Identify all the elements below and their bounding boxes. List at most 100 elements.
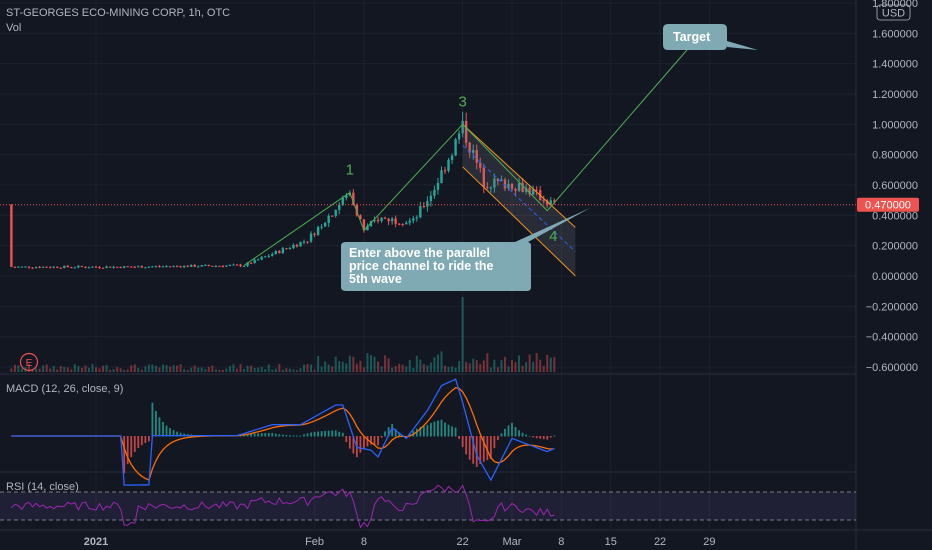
volume-bars [10, 297, 556, 372]
macd-histogram-bar [370, 436, 372, 445]
volume-bar [514, 362, 517, 372]
time-tick-label: 29 [703, 536, 715, 548]
candle-body [320, 226, 323, 228]
macd-histogram-bar [377, 436, 379, 446]
macd-histogram-bar [514, 427, 517, 437]
candle-body [341, 197, 344, 205]
events-badge-ring [19, 352, 39, 372]
candle-body [175, 265, 179, 267]
volume-bar [500, 360, 503, 372]
elliott-wave-lines[interactable] [243, 48, 689, 266]
candle-body [77, 265, 80, 268]
candle-body [94, 266, 98, 268]
price-axis[interactable]: 1.8000001.6000001.4000001.2000001.000000… [866, 0, 918, 374]
macd-histogram-bar [267, 432, 270, 437]
volume-bar [221, 369, 224, 372]
macd-histogram-bar [341, 432, 344, 437]
volume-bar [137, 367, 140, 372]
candle-body [288, 247, 292, 249]
candle-body [334, 209, 337, 216]
volume-bar [228, 366, 231, 372]
currency-badge[interactable]: USD [876, 4, 911, 21]
macd-panel[interactable] [10, 378, 556, 486]
volume-bar [281, 369, 284, 372]
time-axis[interactable]: 2021 Feb 8 22 Mar 8 15 22 29 [84, 536, 716, 548]
candle-body [24, 266, 27, 268]
volume-bar [503, 356, 506, 372]
candle-body [535, 189, 538, 191]
candle-body [147, 266, 151, 268]
entry-note-callout[interactable]: Enter above the parallel price channel t… [341, 208, 590, 291]
volume-bar [218, 369, 221, 372]
macd-histogram-bar [306, 433, 309, 437]
volume-bar [327, 364, 330, 372]
volume-bar [112, 369, 115, 372]
candle-body [507, 183, 510, 189]
macd-histogram-bar [313, 431, 316, 437]
candle-body [299, 241, 302, 247]
volume-bar [292, 369, 295, 372]
candle-body [52, 266, 55, 268]
candle-body [17, 266, 20, 268]
macd-histogram-bar [130, 436, 133, 458]
volume-bar [458, 361, 461, 372]
wave-segment [349, 192, 365, 231]
current-price-value: 0.470000 [865, 200, 911, 212]
macd-histogram-bar [123, 436, 126, 474]
entry-note-line-1: Enter above the parallel [349, 246, 490, 260]
volume-bar [408, 360, 411, 372]
candle-body [394, 218, 397, 224]
macd-histogram-bar [408, 433, 411, 437]
rsi-band-fill [0, 492, 856, 520]
candle-body [256, 259, 260, 261]
candle-body [352, 192, 355, 206]
macd-histogram-bar [398, 432, 401, 437]
candle-body [59, 267, 62, 269]
volume-bar [507, 366, 510, 372]
candle-body [235, 264, 239, 266]
candle-body [218, 265, 221, 267]
volume-bar [133, 364, 136, 372]
macd-histogram-bar [511, 422, 513, 437]
candle-body [454, 139, 457, 156]
candle-body [221, 265, 225, 267]
volume-bar [193, 365, 196, 372]
volume-bar [447, 366, 450, 372]
macd-histogram-bar [352, 436, 355, 454]
time-tick-label: 8 [558, 536, 564, 548]
volume-bar [384, 355, 387, 372]
volume-bar [313, 369, 316, 372]
volume-bar [546, 354, 549, 372]
macd-histogram-bar [271, 432, 274, 437]
volume-bar [525, 362, 528, 372]
candle-body [306, 241, 309, 243]
macd-histogram-bar [147, 436, 150, 442]
candle-body [130, 266, 133, 268]
wave-segment [546, 48, 689, 212]
candle-body [161, 266, 165, 268]
volume-bar [436, 354, 439, 372]
volume-bar [271, 369, 274, 372]
rsi-panel[interactable] [0, 484, 856, 529]
volume-bar [239, 364, 242, 372]
candle-body [246, 262, 249, 266]
volume-bar [105, 365, 108, 372]
candle-body [412, 218, 415, 221]
candle-body [380, 217, 383, 222]
candle-body [140, 266, 144, 268]
volume-bar [373, 356, 376, 372]
target-callout[interactable]: Target [662, 24, 758, 50]
volume-bar [475, 360, 478, 372]
candle-body [338, 204, 341, 210]
candle-body [87, 267, 91, 269]
events-badge[interactable]: E [19, 352, 39, 372]
price-channel[interactable] [462, 123, 576, 277]
candle-body [433, 189, 436, 196]
price-tick-label: 0.600000 [872, 180, 918, 192]
macd-histogram-bar [482, 436, 485, 462]
volume-bar [236, 368, 239, 372]
macd-histogram-bar [327, 430, 330, 437]
candle-body [211, 265, 214, 267]
candle-body [267, 255, 270, 257]
candle-body [133, 266, 136, 268]
